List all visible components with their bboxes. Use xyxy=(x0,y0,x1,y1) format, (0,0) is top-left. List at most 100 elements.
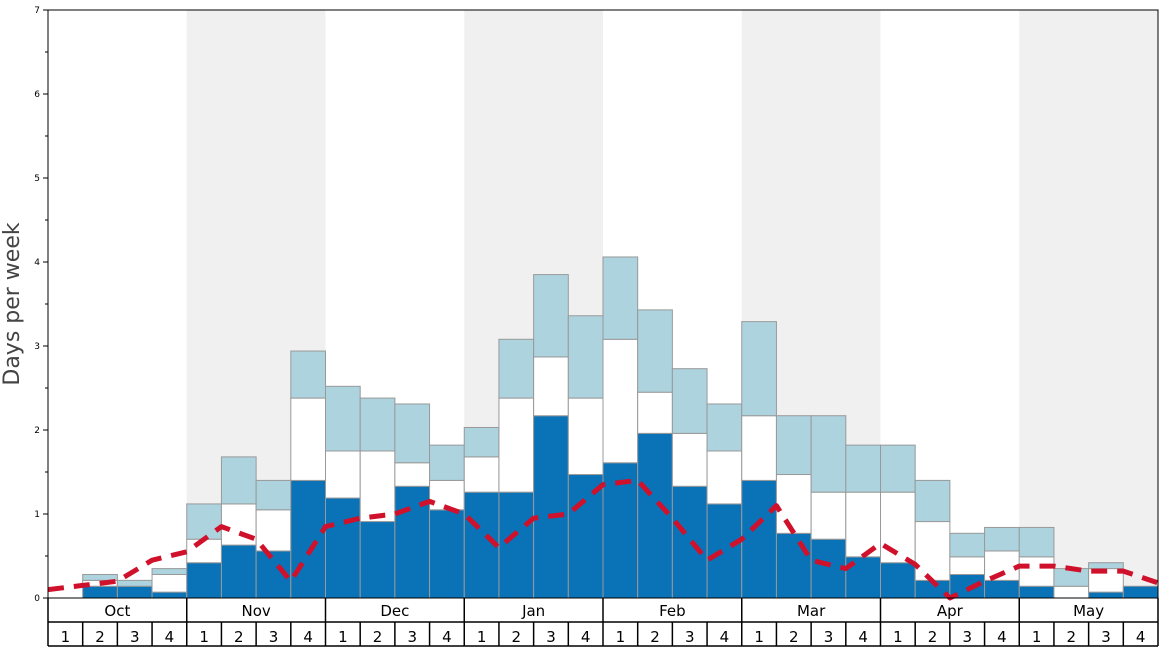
bar-series3-week-30 xyxy=(1053,568,1090,587)
bar-series1-week-25 xyxy=(880,562,916,599)
dashed-line-group xyxy=(47,477,1159,601)
y-tick-label-4: 4 xyxy=(34,258,40,268)
bar-series1-week-3 xyxy=(116,585,153,599)
y-tick-label-1: 1 xyxy=(34,510,40,520)
bar-series2-week-11 xyxy=(394,462,431,487)
week-label-apr-3: 3 xyxy=(962,628,972,646)
bar-series2-week-16 xyxy=(567,397,604,476)
bar-series3-week-28 xyxy=(984,526,1020,552)
bar-series3-week-9 xyxy=(325,385,361,452)
bar-series1-week-6 xyxy=(220,544,257,599)
week-label-feb-4: 4 xyxy=(720,628,730,646)
bar-series3-week-2 xyxy=(82,573,118,581)
week-label-apr-4: 4 xyxy=(997,628,1007,646)
week-label-dec-1: 1 xyxy=(338,628,348,646)
week-label-mar-1: 1 xyxy=(754,628,764,646)
month-label-dec: Dec xyxy=(380,602,409,620)
bar-series3-week-20 xyxy=(706,403,743,452)
bar-series3-week-22 xyxy=(775,415,812,476)
bar-series1-week-19 xyxy=(671,485,708,599)
week-label-nov-1: 1 xyxy=(199,628,209,646)
bar-series2-week-13 xyxy=(463,456,500,493)
bar-series1-week-12 xyxy=(429,509,465,599)
bar-series3-week-16 xyxy=(567,315,604,399)
month-label-jan: Jan xyxy=(521,602,545,620)
month-label-mar: Mar xyxy=(797,602,826,620)
week-label-jan-2: 2 xyxy=(512,628,522,646)
week-label-oct-1: 1 xyxy=(61,628,71,646)
week-label-may-2: 2 xyxy=(1067,628,1077,646)
bar-series1-week-10 xyxy=(359,521,396,599)
y-tick-label-5: 5 xyxy=(34,174,40,184)
bar-series3-week-5 xyxy=(186,503,222,540)
bar-series2-week-17 xyxy=(602,338,639,464)
bar-series2-week-19 xyxy=(671,432,708,487)
bar-series3-week-3 xyxy=(116,579,153,587)
bar-series1-week-32 xyxy=(1122,585,1159,599)
bar-series2-week-29 xyxy=(1018,556,1055,587)
week-label-mar-3: 3 xyxy=(824,628,834,646)
bar-series2-week-21 xyxy=(741,415,777,481)
bar-series3-week-29 xyxy=(1018,526,1055,558)
week-label-jan-4: 4 xyxy=(581,628,591,646)
month-label-may: May xyxy=(1073,602,1104,620)
week-label-mar-4: 4 xyxy=(858,628,868,646)
bar-series2-week-8 xyxy=(290,397,326,481)
bar-series3-week-14 xyxy=(498,338,535,399)
bar-series3-week-17 xyxy=(602,256,639,340)
week-label-dec-3: 3 xyxy=(407,628,417,646)
bar-series1-week-5 xyxy=(186,562,222,599)
bar-series2-week-26 xyxy=(914,521,951,581)
y-tick-label-6: 6 xyxy=(34,90,40,100)
y-tick-label-2: 2 xyxy=(34,426,40,436)
week-label-dec-4: 4 xyxy=(442,628,452,646)
bar-series3-week-11 xyxy=(394,403,431,464)
bar-series2-week-14 xyxy=(498,397,535,493)
bar-series3-week-26 xyxy=(914,479,951,523)
bar-series2-week-5 xyxy=(186,538,222,564)
bar-series1-week-15 xyxy=(533,415,569,599)
week-label-jan-3: 3 xyxy=(546,628,556,646)
bar-series2-week-10 xyxy=(359,450,396,523)
bar-series3-week-27 xyxy=(949,532,986,558)
x-axis: Oct 1 2 3 4 Nov 1 2 3 4 Dec 1 2 3 4 Jan 1 2 3 4 Feb 1 2 3 4 Mar 1 2… xyxy=(47,598,1159,647)
week-label-feb-1: 1 xyxy=(616,628,626,646)
bar-series2-week-7 xyxy=(255,509,292,552)
bar-series3-week-8 xyxy=(290,350,326,399)
week-label-nov-4: 4 xyxy=(303,628,313,646)
week-label-feb-2: 2 xyxy=(650,628,660,646)
month-label-oct: Oct xyxy=(104,602,130,620)
week-label-feb-3: 3 xyxy=(685,628,695,646)
y-tick-label-3: 3 xyxy=(34,342,40,352)
bar-series1-week-14 xyxy=(498,491,535,599)
bar-series3-week-25 xyxy=(880,444,916,493)
bar-series1-week-31 xyxy=(1088,591,1124,599)
bar-series1-week-9 xyxy=(325,497,361,599)
bar-series3-week-6 xyxy=(220,456,257,505)
week-label-nov-2: 2 xyxy=(234,628,244,646)
y-tick-label-7: 7 xyxy=(34,6,40,16)
bar-series3-week-21 xyxy=(741,321,777,417)
bar-series3-week-10 xyxy=(359,397,396,452)
week-label-nov-3: 3 xyxy=(269,628,279,646)
bar-series1-week-4 xyxy=(151,591,188,599)
week-label-apr-2: 2 xyxy=(928,628,938,646)
bar-series3-week-31 xyxy=(1088,562,1124,570)
bar-series3-week-24 xyxy=(845,444,881,493)
week-label-dec-2: 2 xyxy=(373,628,383,646)
bar-series2-week-25 xyxy=(880,491,916,564)
y-tick-label-0: 0 xyxy=(34,594,40,604)
bar-series2-week-20 xyxy=(706,450,743,505)
bar-series2-week-24 xyxy=(845,491,881,558)
bar-series2-week-9 xyxy=(325,450,361,499)
month-label-apr: Apr xyxy=(937,602,964,620)
bar-series1-week-29 xyxy=(1018,585,1055,599)
dashed-trend-line xyxy=(47,477,1159,601)
bar-series2-week-30 xyxy=(1053,585,1090,599)
bar-series1-week-28 xyxy=(984,579,1020,599)
week-label-oct-3: 3 xyxy=(130,628,140,646)
bar-series3-week-19 xyxy=(671,368,708,434)
bar-series1-week-16 xyxy=(567,474,604,599)
bar-series2-week-23 xyxy=(810,491,847,540)
